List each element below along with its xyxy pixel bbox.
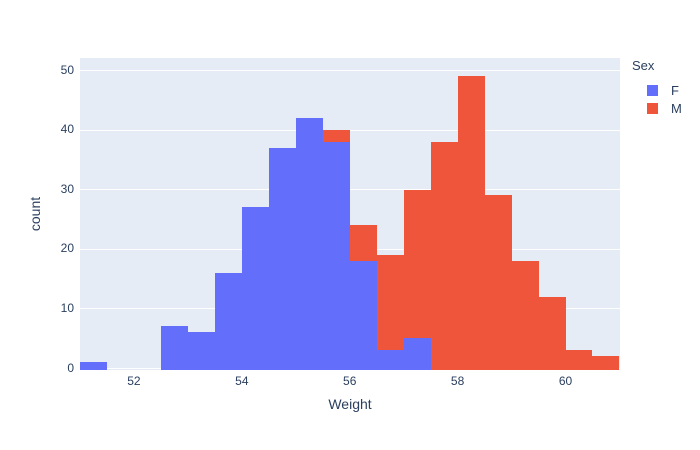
x-axis-title: Weight [328, 396, 372, 412]
histogram-bar-m-59 [511, 260, 539, 370]
plot-area[interactable] [80, 58, 620, 370]
histogram-bar-m-60.5 [592, 356, 620, 370]
histogram-bar-f-51 [80, 362, 107, 370]
legend-label-m: M [671, 100, 682, 116]
histogram-bar-m-58 [457, 76, 485, 370]
x-tick-label-52: 52 [127, 374, 141, 388]
y-tick-label-30: 30 [60, 181, 74, 196]
x-tick-label-56: 56 [343, 374, 357, 388]
y-tick-label-40: 40 [60, 122, 74, 137]
histogram-bar-m-60 [565, 350, 593, 370]
histogram-bar-m-58.5 [484, 195, 512, 370]
histogram-bar-f-57 [403, 338, 431, 370]
legend-item-f[interactable]: F [632, 81, 682, 99]
gridline-y-40 [80, 129, 620, 131]
gridline-y-30 [80, 189, 620, 191]
histogram-bar-f-52.5 [160, 326, 188, 370]
y-tick-label-0: 0 [67, 360, 74, 375]
legend-swatch-m [647, 102, 658, 114]
y-axis-title: count [27, 196, 43, 232]
y-tick-label-20: 20 [60, 241, 74, 256]
x-tick-label-58: 58 [450, 374, 465, 388]
legend-title: Sex [632, 58, 655, 73]
histogram-bar-f-56 [349, 260, 377, 370]
histogram-bar-f-53 [187, 332, 215, 370]
legend-item-m[interactable]: M [632, 99, 682, 117]
legend-swatch-f [647, 84, 658, 96]
legend-label-f: F [671, 82, 679, 98]
histogram-bar-f-55.5 [322, 141, 350, 370]
y-tick-label-50: 50 [60, 62, 74, 77]
y-tick-label-10: 10 [60, 300, 74, 315]
x-tick-label-60: 60 [558, 374, 573, 388]
histogram-bar-f-55 [295, 118, 323, 370]
histogram-bar-f-56.5 [376, 350, 404, 370]
histogram-bar-f-54.5 [268, 147, 296, 370]
histogram-bar-f-54 [241, 207, 269, 370]
gridline-y-50 [80, 70, 620, 72]
histogram-bar-f-53.5 [214, 272, 242, 370]
histogram-bar-m-59.5 [538, 296, 566, 370]
x-tick-label-54: 54 [235, 374, 249, 388]
histogram-bar-m-57.5 [430, 141, 458, 370]
